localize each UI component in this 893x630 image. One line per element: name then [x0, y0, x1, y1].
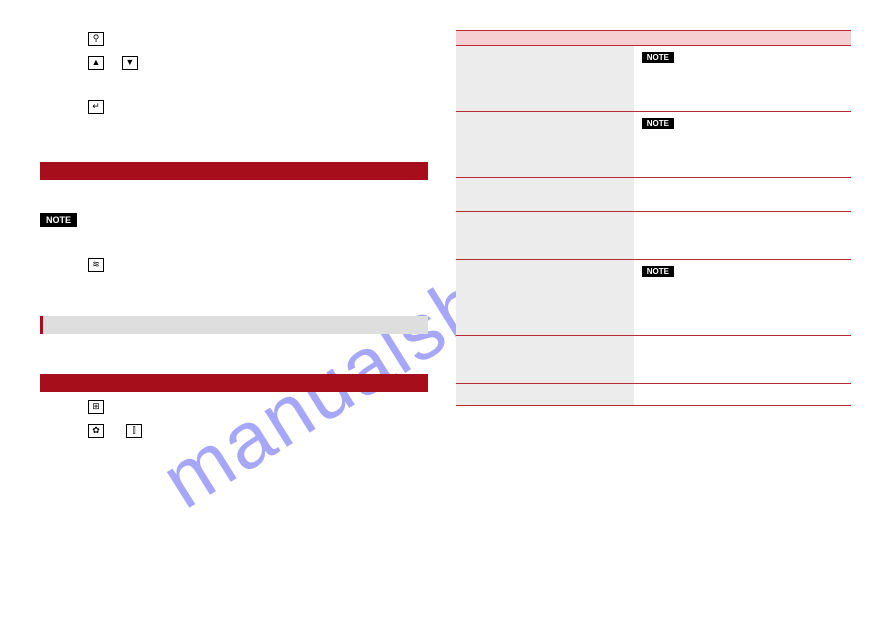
page-root: manualshive.com ⚲ ▲ ▼ ↵ NOTE ≋	[0, 0, 893, 630]
temp-icon: ≋	[88, 258, 104, 272]
row-note-label: NOTE	[642, 118, 674, 129]
enter-icon: ↵	[88, 100, 104, 114]
table-row: NOTE	[456, 260, 851, 336]
icon-row-grid: ⊞	[88, 398, 428, 416]
icon-row-enter: ↵	[88, 98, 428, 116]
table-row: NOTE	[456, 112, 851, 178]
table-cell-left	[456, 46, 634, 111]
icon-row-arrows: ▲ ▼	[88, 54, 428, 72]
table-row	[456, 384, 851, 406]
table-cell-right: NOTE	[634, 112, 851, 177]
table-row	[456, 212, 851, 260]
table-row: NOTE	[456, 46, 851, 112]
grey-section-bar	[40, 316, 428, 334]
table-cell-left	[456, 260, 634, 335]
note-row: NOTE	[40, 210, 428, 228]
icon-row-magnify: ⚲	[88, 30, 428, 48]
table-cell-left	[456, 212, 634, 259]
right-column: NOTE NOTE NOTE	[456, 30, 851, 406]
table-cell-left	[456, 112, 634, 177]
table-cell-left	[456, 178, 634, 211]
table-cell-right	[634, 212, 851, 259]
left-column: ⚲ ▲ ▼ ↵ NOTE ≋ ⊞ ✿	[40, 30, 428, 446]
up-icon: ▲	[88, 56, 104, 70]
table-cell-right	[634, 384, 851, 405]
sliders-icon: ⫿	[126, 424, 142, 438]
table-cell-right	[634, 178, 851, 211]
table-cell-right: NOTE	[634, 46, 851, 111]
section-bar-2	[40, 374, 428, 392]
table-header	[456, 30, 851, 46]
table-cell-left	[456, 384, 634, 405]
table-row	[456, 178, 851, 212]
down-icon: ▼	[122, 56, 138, 70]
table-cell-right: NOTE	[634, 260, 851, 335]
gear-icon: ✿	[88, 424, 104, 438]
row-note-label: NOTE	[642, 52, 674, 63]
table-cell-right	[634, 336, 851, 383]
section-bar-1	[40, 162, 428, 180]
table-row	[456, 336, 851, 384]
icon-row-temp: ≋	[88, 256, 428, 274]
row-note-label: NOTE	[642, 266, 674, 277]
grid-icon: ⊞	[88, 400, 104, 414]
magnify-icon: ⚲	[88, 32, 104, 46]
icon-row-gear-sliders: ✿ ⫿	[88, 422, 428, 440]
table-cell-left	[456, 336, 634, 383]
note-label: NOTE	[40, 213, 77, 227]
